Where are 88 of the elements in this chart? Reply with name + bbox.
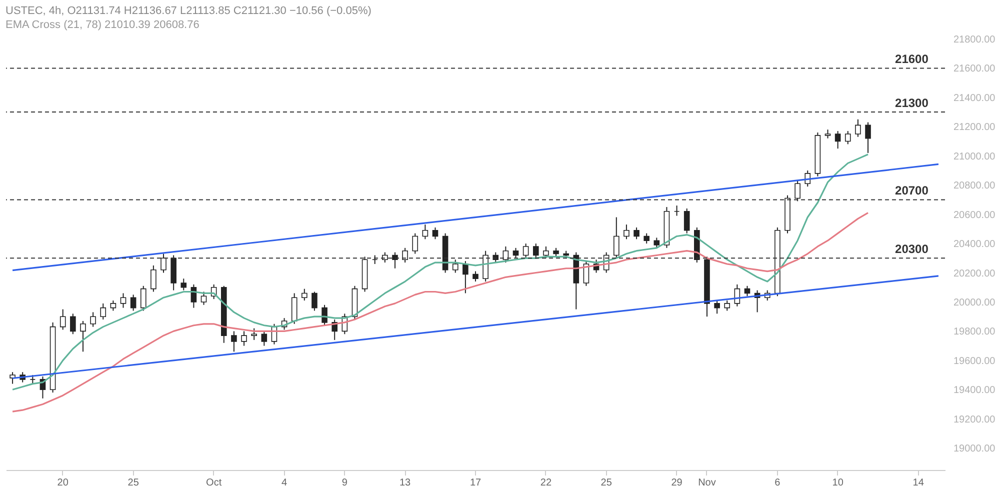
candlestick <box>251 328 257 340</box>
x-tick-label: 17 <box>470 478 482 488</box>
candlestick <box>462 260 468 294</box>
candlestick <box>231 330 237 352</box>
x-tick-label: Oct <box>206 478 222 488</box>
y-tick-label: 20400.00 <box>954 239 996 250</box>
candlestick <box>261 330 268 346</box>
x-tick-label: 25 <box>128 478 140 488</box>
candlestick <box>865 122 871 154</box>
y-tick-label: 20800.00 <box>954 180 996 192</box>
chart-title: USTEC, 4h, O21131.74 H21136.67 L21113.85 C21121.30 −10.56 (−0.05%) <box>6 5 372 17</box>
line-series <box>12 154 869 390</box>
candlestick <box>452 259 458 274</box>
ref-line-label: 20700 <box>895 184 929 198</box>
y-tick-label: 19800.00 <box>954 326 996 338</box>
candlestick <box>322 304 328 326</box>
candlestick <box>724 300 730 312</box>
candlestick <box>674 205 680 216</box>
candlestick <box>855 118 861 138</box>
candlestick <box>90 312 96 328</box>
x-tick-label: 9 <box>342 478 348 488</box>
candlestick <box>302 288 308 302</box>
candlestick <box>10 372 16 384</box>
candlestick <box>120 292 126 308</box>
candlestick <box>744 285 750 297</box>
candlestick <box>241 330 247 346</box>
y-tick-label: 21200.00 <box>954 122 996 134</box>
x-tick-label: 22 <box>540 478 552 488</box>
x-tick-label: 4 <box>281 478 288 488</box>
candlestick <box>472 270 478 282</box>
ref-line-label: 21300 <box>895 96 929 110</box>
candlestick <box>522 243 529 259</box>
candlestick <box>502 246 509 264</box>
candlestick <box>794 180 800 202</box>
candlestick <box>312 291 318 312</box>
candlestick <box>60 308 66 330</box>
candlestick <box>532 243 539 259</box>
x-tick-label: 25 <box>600 478 612 488</box>
x-tick-label: 14 <box>912 478 924 488</box>
y-tick-label: 21600.00 <box>954 64 996 75</box>
candlestick <box>482 250 488 282</box>
candlestick <box>644 232 650 244</box>
candlestick <box>543 246 549 259</box>
x-tick-label: 13 <box>399 478 412 488</box>
x-tick-label: 6 <box>774 478 781 488</box>
y-tick-label: 20200.00 <box>954 268 996 280</box>
x-tick-label: 20 <box>57 478 69 488</box>
y-tick-label: 19000.00 <box>954 444 996 455</box>
candlestick <box>432 226 438 240</box>
x-tick-label: Nov <box>698 478 716 488</box>
line-series <box>12 212 869 412</box>
candlestick <box>200 291 207 306</box>
candlestick <box>402 247 408 264</box>
candlestick <box>180 278 187 291</box>
candlestick <box>834 130 841 150</box>
candlestick <box>100 302 106 320</box>
candlestick <box>634 226 640 240</box>
candlestick <box>654 237 660 248</box>
candlestick <box>110 300 116 312</box>
y-tick-label: 21000.00 <box>954 151 996 162</box>
x-tick-label: 29 <box>671 478 683 488</box>
candlestick <box>844 130 851 145</box>
candlestick <box>70 313 76 335</box>
candlestick <box>140 285 146 312</box>
chart-subtitle: EMA Cross (21, 78) 21010.39 20608.76 <box>6 19 200 31</box>
candlestick <box>150 264 156 292</box>
candlestick <box>684 208 690 234</box>
y-tick-label: 20000.00 <box>954 297 996 308</box>
y-tick-label: 19200.00 <box>954 414 996 426</box>
candlestick <box>714 300 720 314</box>
y-tick-label: 20600.00 <box>954 210 996 221</box>
ref-line-label: 20300 <box>895 242 929 256</box>
candlestick <box>291 292 298 324</box>
candlestick <box>422 224 428 240</box>
y-tick-label: 19400.00 <box>954 385 996 396</box>
y-tick-label: 21800.00 <box>954 34 996 46</box>
y-tick-label: 21400.00 <box>954 92 996 104</box>
x-tick-label: 10 <box>832 478 844 488</box>
candlestick <box>392 252 398 269</box>
candlestick <box>130 294 136 312</box>
candlestick <box>512 247 519 259</box>
candlestick <box>160 253 166 274</box>
candlestick <box>624 224 630 240</box>
y-tick-label: 19600.00 <box>954 356 996 367</box>
candlestick <box>412 232 418 254</box>
ref-line-label: 21600 <box>895 52 929 66</box>
candlestick <box>614 216 620 259</box>
candlestick <box>80 320 86 352</box>
